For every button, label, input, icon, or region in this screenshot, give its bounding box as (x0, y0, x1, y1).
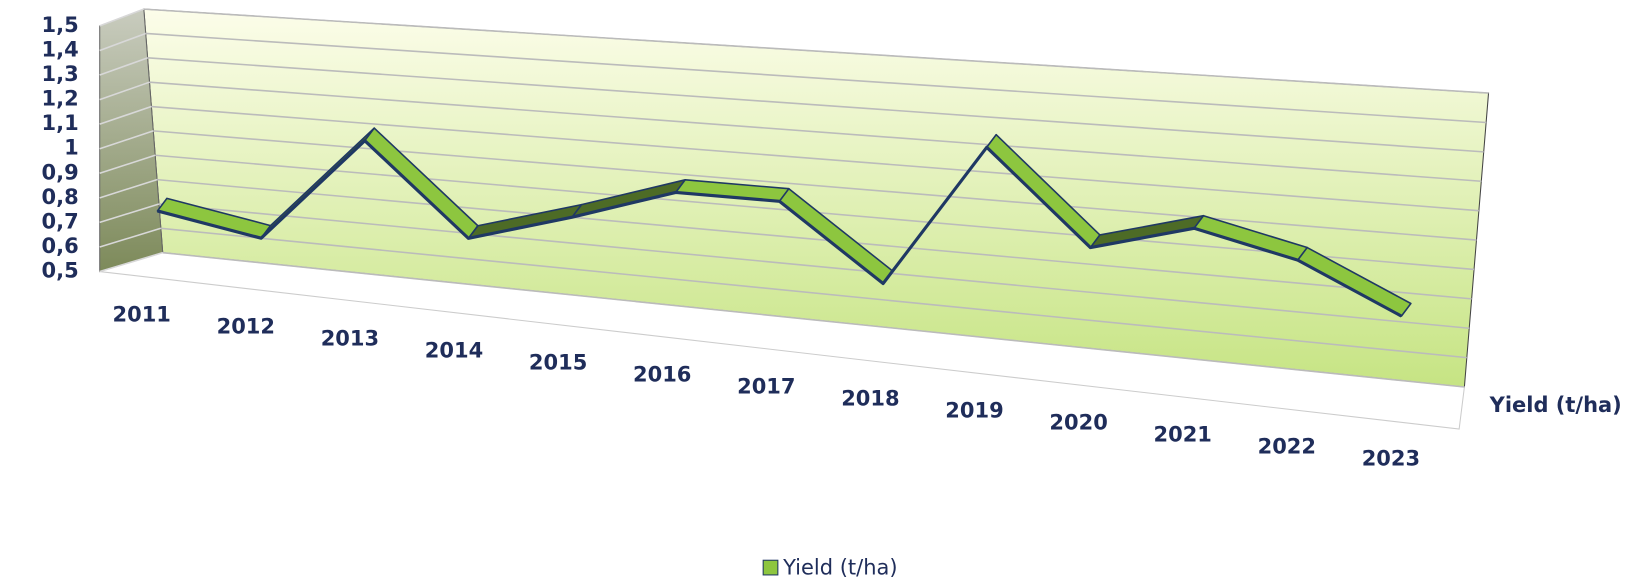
x-tick-label: 2019 (945, 399, 1003, 423)
x-tick-label: 2021 (1154, 422, 1212, 446)
x-tick-label: 2018 (841, 387, 899, 411)
grid-line (143, 8, 1489, 94)
side-grid-line (99, 130, 154, 150)
x-tick-label: 2015 (529, 351, 587, 375)
x-tick-label: 2017 (737, 375, 795, 399)
y-tick-label: 0,6 (42, 234, 79, 258)
y-tick-label: 1,2 (42, 87, 79, 111)
side-grid-line (99, 81, 150, 101)
y-tick-label: 0,9 (42, 160, 79, 184)
side-grid-line (99, 203, 160, 224)
x-tick-label: 2016 (633, 363, 691, 387)
y-tick-label: 1,5 (42, 13, 79, 37)
x-tick-label: 2014 (425, 339, 483, 363)
y-tick-label: 0,5 (42, 259, 79, 283)
y-tick-label: 0,7 (42, 209, 79, 233)
grid-line (160, 227, 1467, 359)
series-line (157, 139, 1403, 318)
x-tick-label: 2023 (1362, 446, 1420, 470)
side-grid-line (99, 8, 145, 27)
grid-line (158, 203, 1470, 330)
grid-line (162, 251, 1465, 388)
side-grid-line (99, 32, 146, 52)
y-tick-label: 0,8 (42, 185, 79, 209)
x-tick-label: 2012 (217, 315, 275, 339)
grid-line (147, 57, 1484, 153)
y-tick-label: 1,4 (42, 37, 79, 61)
x-tick-label: 2020 (1049, 411, 1107, 435)
side-grid-line (99, 178, 158, 199)
side-grid-line (99, 251, 163, 273)
side-grid-line (99, 154, 156, 175)
side-grid-line (99, 57, 148, 76)
x-tick-label: 2011 (113, 303, 171, 327)
side-grid-line (99, 227, 162, 248)
y-tick-label: 1,3 (42, 62, 79, 86)
y-tick-label: 1 (64, 136, 79, 160)
x-tick-label: 2013 (321, 327, 379, 351)
grid-line (149, 81, 1482, 183)
x-tick-label: 2022 (1258, 434, 1316, 458)
legend-label: Yield (t/ha) (782, 556, 897, 580)
grid-line (145, 32, 1487, 124)
depth-axis-label: Yield (t/ha) (1489, 393, 1622, 417)
y-tick-label: 1,1 (42, 111, 79, 135)
side-grid-line (99, 105, 152, 125)
grid-line (151, 105, 1479, 212)
grid-line (156, 178, 1472, 300)
legend-swatch (762, 559, 779, 576)
